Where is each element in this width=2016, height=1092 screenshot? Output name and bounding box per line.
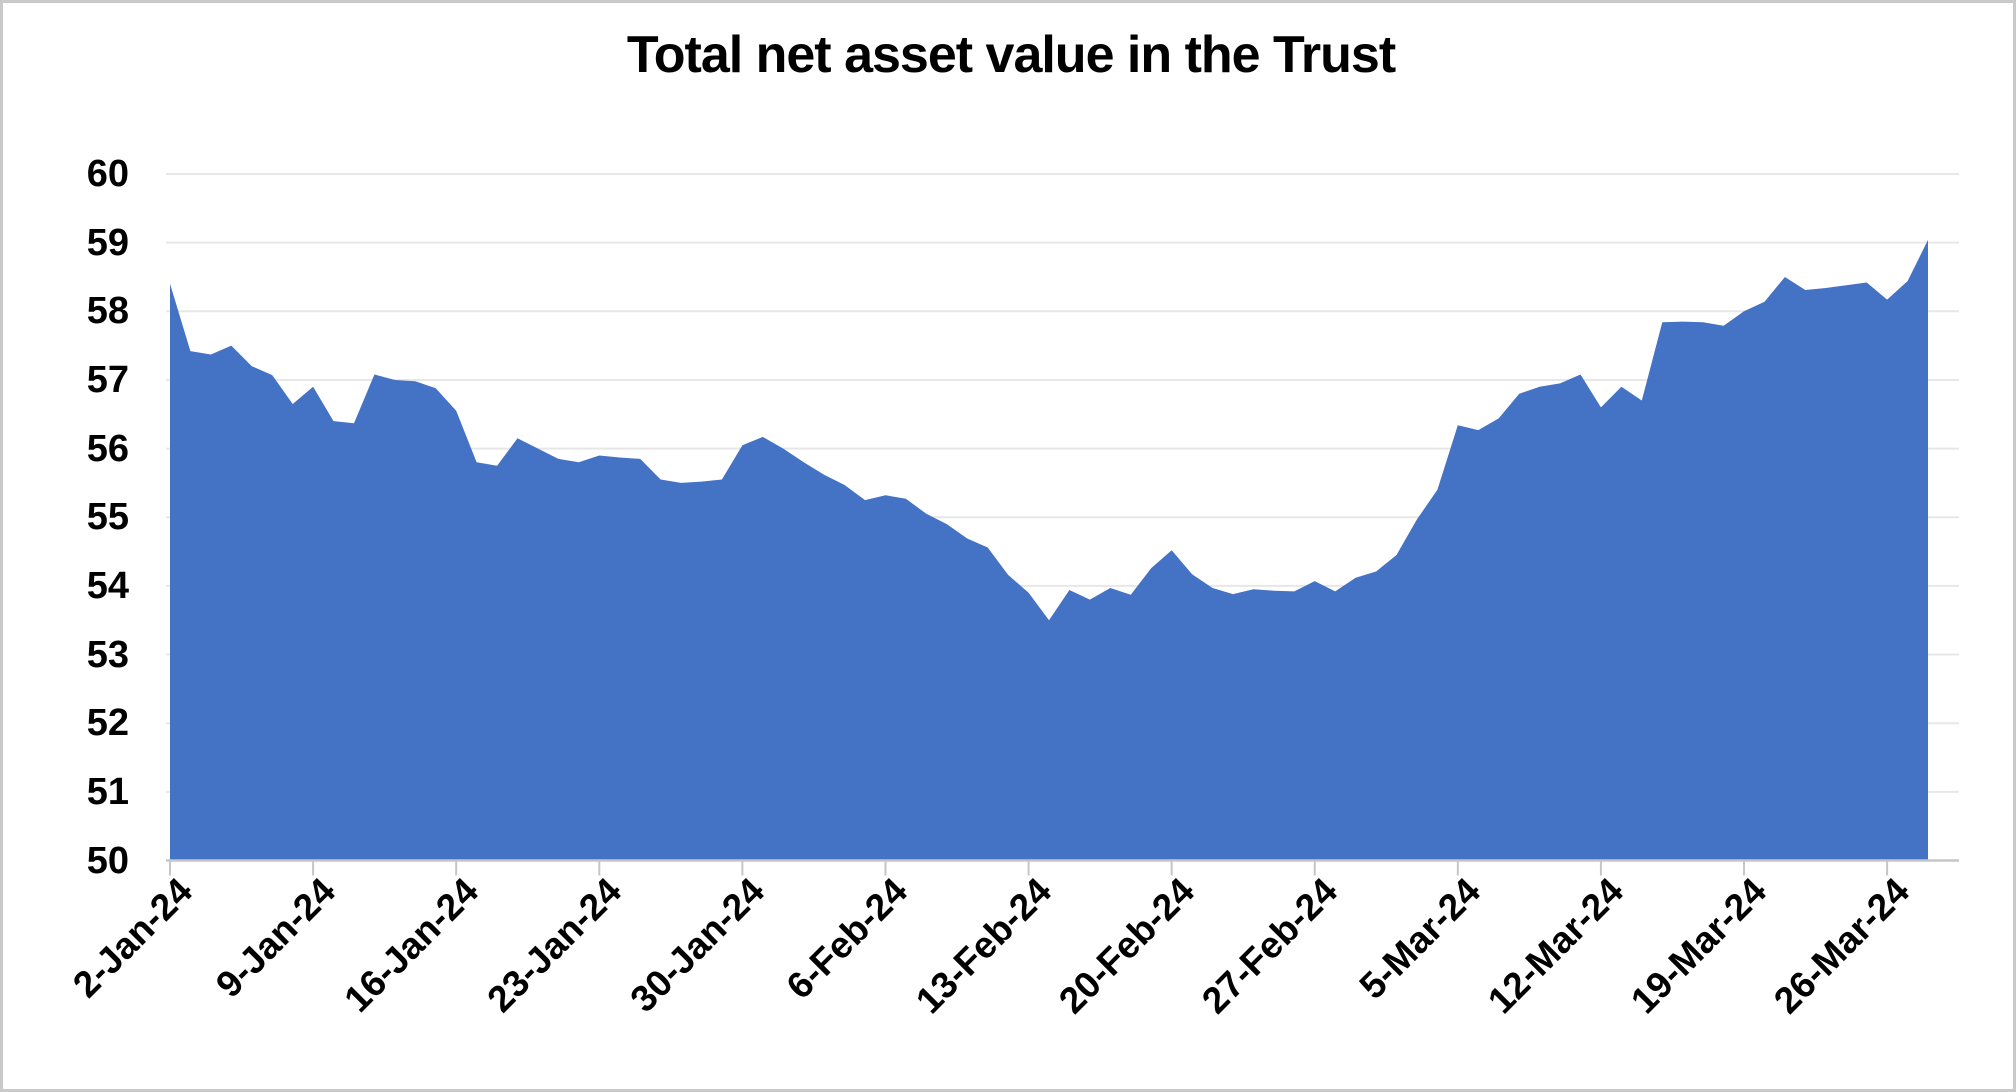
y-axis-tick-label: 60 (86, 153, 129, 195)
nav-area-series (170, 239, 1928, 861)
y-axis-tick-label: 59 (86, 221, 129, 264)
y-axis-tick-label: 55 (86, 496, 129, 539)
y-axis-tick-label: 54 (86, 564, 129, 607)
y-axis-tick-label: 53 (86, 633, 129, 676)
y-axis-tick-label: 57 (86, 358, 129, 401)
y-axis-tick-label: 56 (86, 427, 129, 470)
area-chart-plot (166, 173, 1959, 876)
y-axis-tick-label: 51 (86, 770, 129, 813)
y-axis-tick-label: 58 (86, 290, 129, 333)
chart-title: Total net asset value in the Trust (626, 26, 1396, 84)
y-axis-tick-label: 52 (86, 702, 129, 745)
y-axis-tick-label: 50 (86, 839, 129, 882)
